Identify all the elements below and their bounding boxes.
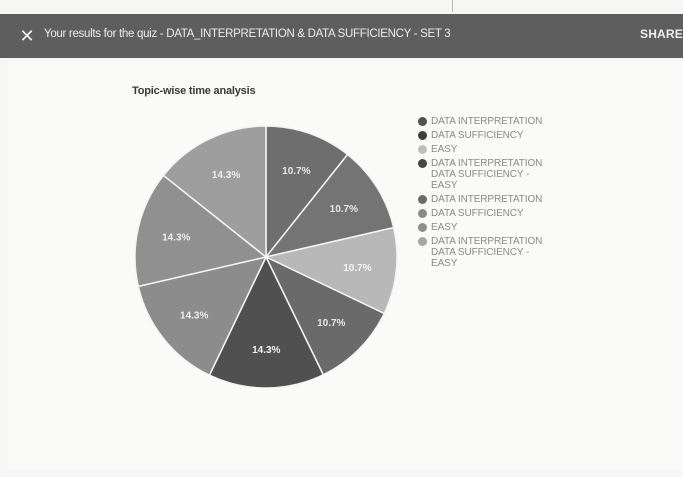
chart-title: Topic-wise time analysis bbox=[132, 85, 256, 97]
legend-label: DATA INTERPRETATION DATA SUFFICIENCY - E… bbox=[431, 236, 543, 269]
legend-label: DATA SUFFICIENCY bbox=[431, 208, 524, 219]
legend-swatch-icon bbox=[418, 145, 427, 154]
legend-swatch-icon bbox=[418, 117, 427, 126]
pie-slice[interactable] bbox=[208, 255, 325, 389]
pie-slice[interactable] bbox=[264, 153, 395, 259]
legend-label: DATA INTERPRETATION bbox=[431, 194, 543, 205]
pie-slice-label: 14.3% bbox=[180, 311, 208, 322]
pie-slice-label: 10.7% bbox=[282, 166, 310, 177]
page-title: Your results for the quiz - DATA_INTERPR… bbox=[44, 28, 451, 40]
pie-slice[interactable] bbox=[162, 125, 267, 259]
pie-slice-label: 10.7% bbox=[317, 318, 345, 329]
pie-slice-label: 10.7% bbox=[330, 204, 358, 215]
top-divider bbox=[452, 0, 453, 12]
legend-swatch-icon bbox=[418, 223, 427, 232]
legend-item[interactable]: EASY bbox=[418, 144, 618, 155]
pie-slice[interactable] bbox=[265, 125, 349, 260]
legend-item[interactable]: EASY bbox=[418, 222, 618, 233]
legend-swatch-icon bbox=[418, 131, 427, 140]
pie-slice-label: 10.7% bbox=[343, 263, 371, 274]
pie-slice-label: 14.3% bbox=[252, 345, 280, 356]
pie-slice[interactable] bbox=[137, 255, 268, 377]
legend-swatch-icon bbox=[418, 209, 427, 218]
pie-slice[interactable] bbox=[134, 174, 268, 288]
pie-slice-label: 14.3% bbox=[162, 233, 190, 244]
legend-item[interactable]: DATA INTERPRETATION DATA SUFFICIENCY - E… bbox=[418, 158, 618, 191]
results-header-bar: ✕ Your results for the quiz - DATA_INTER… bbox=[0, 14, 683, 58]
pie-slice-label: 14.3% bbox=[212, 170, 240, 181]
legend-item[interactable]: DATA SUFFICIENCY bbox=[418, 208, 618, 219]
legend-swatch-icon bbox=[418, 159, 427, 168]
legend-item[interactable]: DATA SUFFICIENCY bbox=[418, 130, 618, 141]
share-button[interactable]: SHARE bbox=[639, 27, 683, 41]
legend-swatch-icon bbox=[418, 237, 427, 246]
legend-label: EASY bbox=[431, 144, 458, 155]
legend-item[interactable]: DATA INTERPRETATION DATA SUFFICIENCY - E… bbox=[418, 236, 618, 269]
pie-slice[interactable] bbox=[264, 255, 386, 376]
legend-item[interactable]: DATA INTERPRETATION bbox=[418, 194, 618, 205]
chart-legend: DATA INTERPRETATION DATA SUFFICIENCY EASY D… bbox=[418, 116, 618, 272]
close-icon[interactable]: ✕ bbox=[19, 25, 35, 46]
legend-swatch-icon bbox=[418, 195, 427, 204]
legend-label: DATA SUFFICIENCY bbox=[431, 130, 524, 141]
legend-item[interactable]: DATA INTERPRETATION bbox=[418, 116, 618, 127]
legend-label: DATA INTERPRETATION DATA SUFFICIENCY - E… bbox=[431, 158, 543, 191]
legend-label: DATA INTERPRETATION bbox=[431, 116, 543, 127]
pie-slice[interactable] bbox=[263, 226, 398, 315]
legend-label: EASY bbox=[431, 222, 458, 233]
